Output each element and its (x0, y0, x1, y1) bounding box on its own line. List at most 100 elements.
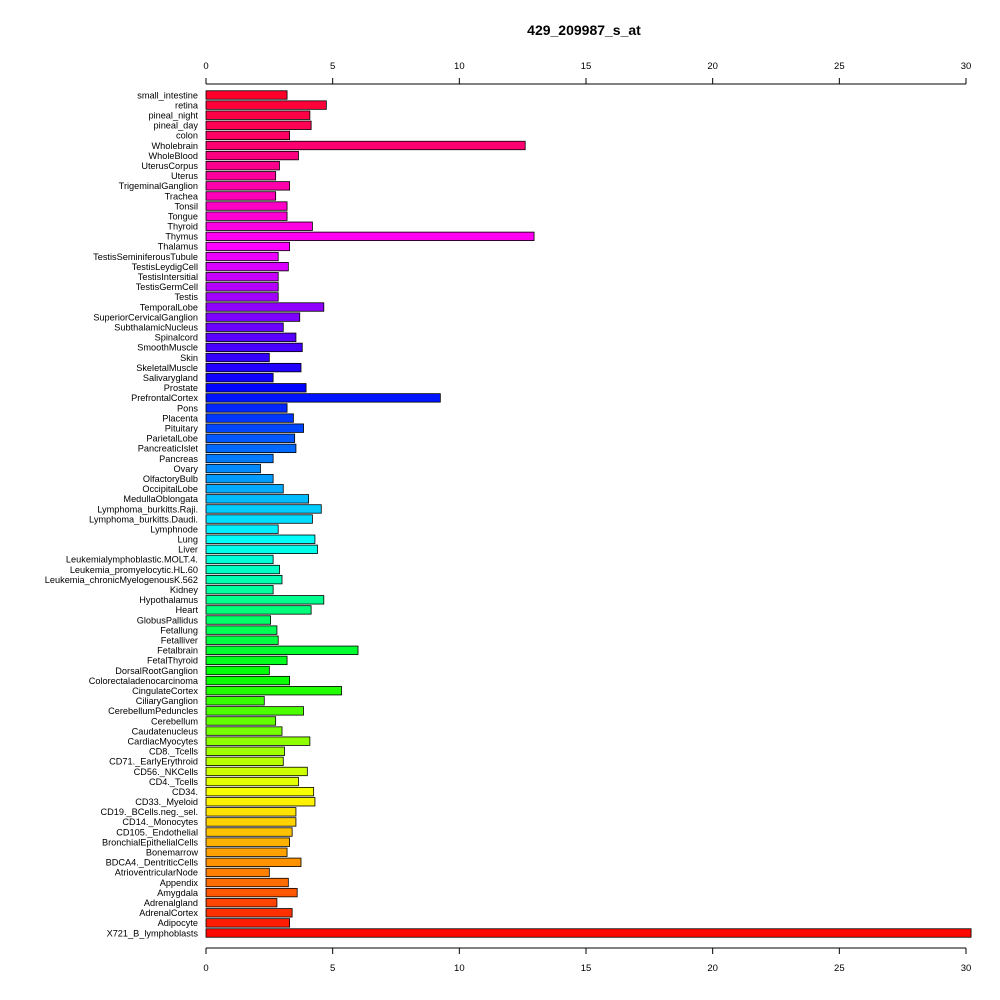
bar-44 (205, 534, 316, 544)
category-label: Placenta (162, 413, 199, 423)
bar-5 (205, 140, 526, 151)
category-label: colon (176, 131, 198, 141)
bar-51 (205, 605, 312, 615)
bar-45 (205, 544, 318, 554)
category-label: Lung (178, 535, 198, 545)
category-label: Pituitary (165, 423, 199, 433)
bar-83 (205, 928, 972, 938)
category-label: OlfactoryBulb (143, 474, 198, 484)
category-label: CD8._Tcells (149, 747, 198, 757)
category-label: Lymphnode (150, 524, 198, 534)
bar-49 (205, 585, 274, 595)
bottom-tick-label: 25 (834, 963, 845, 974)
category-label: Pons (177, 403, 198, 413)
bar-48 (205, 574, 283, 585)
category-label: CD71._EarlyErythroid (109, 757, 198, 767)
category-label: BDCA4._DentriticCells (106, 858, 199, 868)
bar-60 (205, 696, 265, 706)
bar-64 (205, 736, 311, 746)
category-label: CD105._Endothelial (116, 827, 198, 837)
category-label: Bonemarrow (146, 848, 198, 858)
bar-41 (205, 504, 322, 514)
bar-58 (205, 675, 290, 686)
bar-56 (205, 655, 288, 666)
bar-6 (205, 150, 299, 161)
category-label: CD19._BCells.neg._sel. (100, 807, 198, 817)
category-label: Appendix (160, 878, 199, 888)
bar-50 (205, 595, 325, 605)
bar-21 (205, 302, 325, 312)
bar-42 (205, 514, 313, 524)
category-labels-group: small_intestineretinapineal_nightpineal_… (45, 90, 199, 938)
category-label: Fetallung (160, 625, 198, 635)
category-label: PancreaticIslet (138, 444, 199, 454)
bar-23 (205, 322, 284, 332)
category-label: SuperiorCervicalGanglion (93, 312, 198, 322)
category-label: GlobusPallidus (137, 615, 199, 625)
bar-69 (205, 787, 315, 797)
category-label: TrigeminalGanglion (119, 181, 198, 191)
category-label: X721_B_lymphoblasts (107, 928, 199, 938)
bar-77 (205, 867, 270, 878)
category-label: Lymphoma_burkitts.Raji. (97, 504, 198, 514)
category-label: Prostate (164, 383, 198, 393)
bottom-tick-label: 0 (203, 963, 208, 974)
category-label: AdrenalCortex (139, 908, 198, 918)
category-label: TestisSeminiferousTubule (93, 252, 198, 262)
category-label: Amygdala (157, 888, 199, 898)
bar-52 (205, 615, 271, 625)
category-label: CD34. (172, 787, 198, 797)
bar-73 (205, 827, 293, 837)
bar-26 (205, 352, 270, 363)
bar-59 (205, 686, 342, 696)
bar-57 (205, 665, 270, 676)
bar-62 (205, 716, 277, 726)
category-label: pineal_day (154, 121, 199, 131)
bar-67 (205, 766, 308, 777)
category-label: Liver (178, 545, 198, 555)
bottom-tick-label: 15 (581, 963, 592, 974)
bar-25 (205, 342, 303, 353)
bar-46 (205, 554, 274, 565)
bar-9 (205, 181, 290, 191)
top-tick-label: 0 (203, 61, 208, 72)
bar-18 (205, 272, 279, 282)
bar-66 (205, 756, 284, 767)
category-label: AtrioventricularNode (115, 868, 198, 878)
category-label: Thymus (165, 232, 198, 242)
bar-68 (205, 776, 299, 787)
top-tick-label: 30 (961, 61, 972, 72)
bar-20 (205, 292, 279, 302)
category-label: TestisLeydigCell (132, 262, 198, 272)
bottom-tick-label: 10 (454, 963, 465, 974)
bar-16 (205, 251, 279, 262)
category-label: Spinalcord (155, 333, 198, 343)
category-label: SubthalamicNucleus (114, 323, 198, 333)
category-label: Pancreas (159, 454, 198, 464)
category-label: TemporalLobe (140, 302, 198, 312)
chart-title: 429_209987_s_at (527, 22, 641, 38)
bar-2 (205, 110, 311, 120)
category-label: Leukemia_promyelocytic.HL.60 (70, 565, 198, 575)
category-label: TestisIntersitial (138, 272, 198, 282)
bar-13 (205, 221, 313, 231)
bar-14 (205, 231, 535, 241)
category-label: Fetalbrain (157, 646, 198, 656)
category-label: Cerebellum (151, 716, 198, 726)
category-label: Trachea (165, 191, 199, 201)
bar-34 (205, 433, 296, 443)
category-label: Caudatenucleus (132, 726, 199, 736)
bar-32 (205, 413, 294, 423)
bar-17 (205, 261, 289, 272)
category-label: PrefrontalCortex (131, 393, 198, 403)
category-label: ParietalLobe (146, 434, 198, 444)
bar-8 (205, 171, 277, 181)
bar-3 (205, 120, 312, 130)
bottom-tick-label: 5 (330, 963, 335, 974)
category-label: CardiacMyocytes (128, 736, 199, 746)
bar-27 (205, 362, 302, 373)
category-label: small_intestine (137, 90, 198, 100)
top-x-axis: 0 5 10 15 20 25 30 (203, 61, 972, 85)
bar-11 (205, 201, 288, 211)
